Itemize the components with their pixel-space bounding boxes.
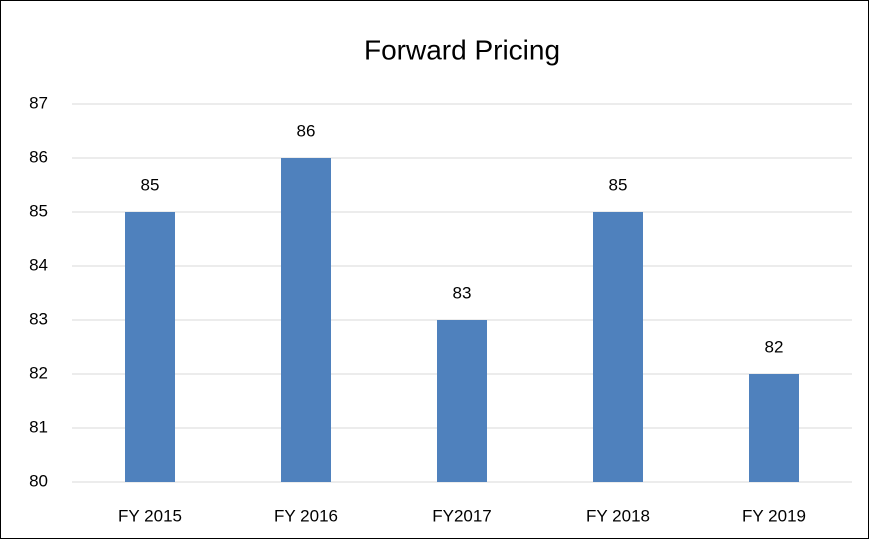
chart-title: Forward Pricing — [364, 34, 560, 65]
y-tick-label: 85 — [29, 201, 48, 220]
x-tick-label: FY 2016 — [274, 506, 338, 525]
bar — [437, 320, 487, 482]
data-label: 83 — [453, 283, 472, 302]
y-tick-label: 86 — [29, 147, 48, 166]
y-tick-label: 84 — [29, 255, 48, 274]
data-label: 82 — [765, 337, 784, 356]
y-tick-label: 82 — [29, 363, 48, 382]
x-tick-label: FY 2018 — [586, 506, 650, 525]
data-label: 85 — [141, 175, 160, 194]
x-tick-label: FY 2019 — [742, 506, 806, 525]
bar — [281, 158, 331, 482]
bar — [749, 374, 799, 482]
y-tick-label: 81 — [29, 417, 48, 436]
data-label: 85 — [609, 175, 628, 194]
bar — [593, 212, 643, 482]
y-tick-label: 83 — [29, 309, 48, 328]
x-tick-label: FY 2015 — [118, 506, 182, 525]
y-tick-label: 87 — [29, 93, 48, 112]
bar — [125, 212, 175, 482]
y-tick-label: 80 — [29, 471, 48, 490]
x-tick-label: FY2017 — [432, 506, 492, 525]
data-label: 86 — [297, 121, 316, 140]
